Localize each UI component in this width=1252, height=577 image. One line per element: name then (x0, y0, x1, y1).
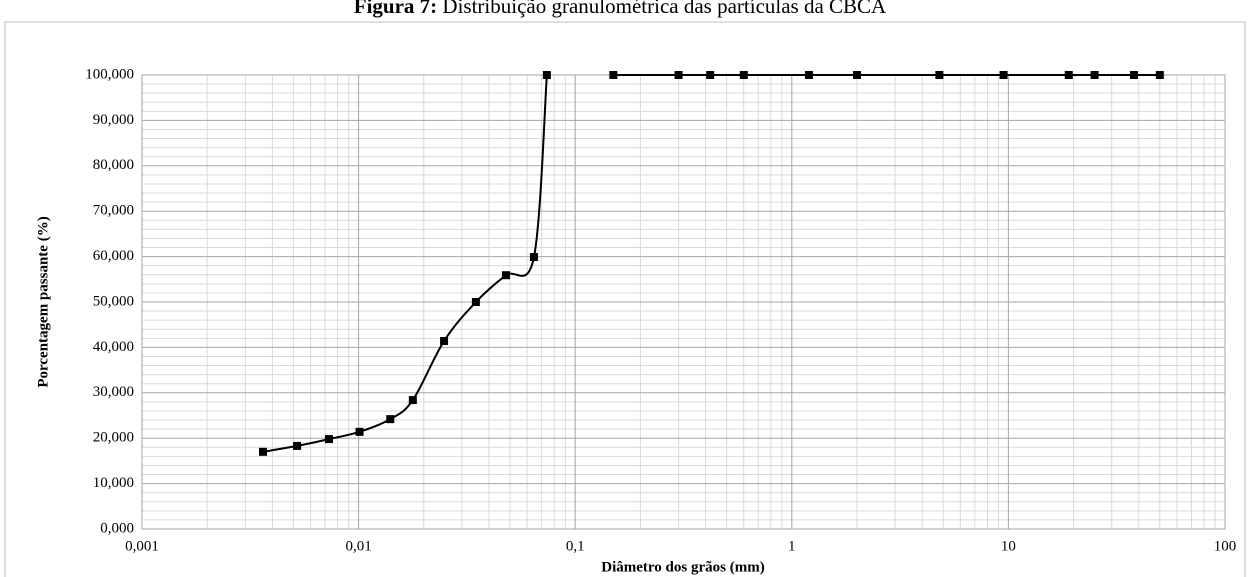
data-point (853, 71, 862, 79)
data-point (471, 298, 480, 306)
x-tick-label: 100 (1214, 538, 1237, 554)
y-tick-label: 70,000 (93, 203, 134, 219)
data-point (706, 71, 715, 79)
y-tick-label: 50,000 (93, 293, 134, 309)
title-prefix: Figura 7: (354, 0, 437, 18)
data-point (501, 271, 510, 280)
data-point (1064, 71, 1073, 79)
data-point (386, 415, 395, 424)
y-tick-label: 40,000 (93, 339, 134, 355)
data-point (739, 71, 748, 79)
plot (259, 71, 1164, 456)
y-tick-label: 80,000 (93, 157, 134, 173)
grid (141, 74, 1226, 530)
title-text: Distribuição granulométrica das partícul… (442, 0, 887, 18)
x-axis-label: Diâmetro dos grãos (mm) (601, 559, 764, 575)
data-point (804, 71, 813, 79)
y-tick-label: 90,000 (93, 112, 134, 128)
data-point (324, 435, 333, 444)
chart-title: Figura 7: Distribuição granulométrica da… (354, 0, 887, 18)
y-axis-label: Porcentagem passante (%) (35, 216, 51, 387)
data-point (1129, 71, 1138, 79)
x-tick-label: 0,1 (566, 538, 585, 554)
data-point (440, 337, 449, 346)
chart-frame (4, 21, 1246, 577)
y-tick-label: 10,000 (93, 475, 134, 491)
data-point (529, 253, 538, 262)
data-point (408, 396, 417, 405)
data-point (935, 71, 944, 79)
data-point (1090, 71, 1099, 79)
series-line (262, 74, 548, 453)
data-point (609, 71, 618, 79)
x-tick-label: 0,001 (125, 538, 159, 554)
data-point (674, 71, 683, 79)
data-point (1155, 71, 1164, 79)
y-tick-label: 30,000 (93, 384, 134, 400)
y-tick-label: 20,000 (93, 430, 134, 446)
data-point (542, 71, 551, 79)
x-tick-label: 1 (788, 538, 796, 554)
data-point (355, 427, 364, 436)
y-tick-label: 0,000 (100, 520, 134, 536)
x-tick-label: 10 (1001, 538, 1016, 554)
y-tick-label: 100,000 (85, 66, 134, 82)
y-tick-label: 60,000 (93, 248, 134, 264)
data-point (293, 441, 302, 450)
data-point (999, 71, 1008, 79)
x-tick-label: 0,01 (345, 538, 371, 554)
data-point (259, 447, 268, 456)
